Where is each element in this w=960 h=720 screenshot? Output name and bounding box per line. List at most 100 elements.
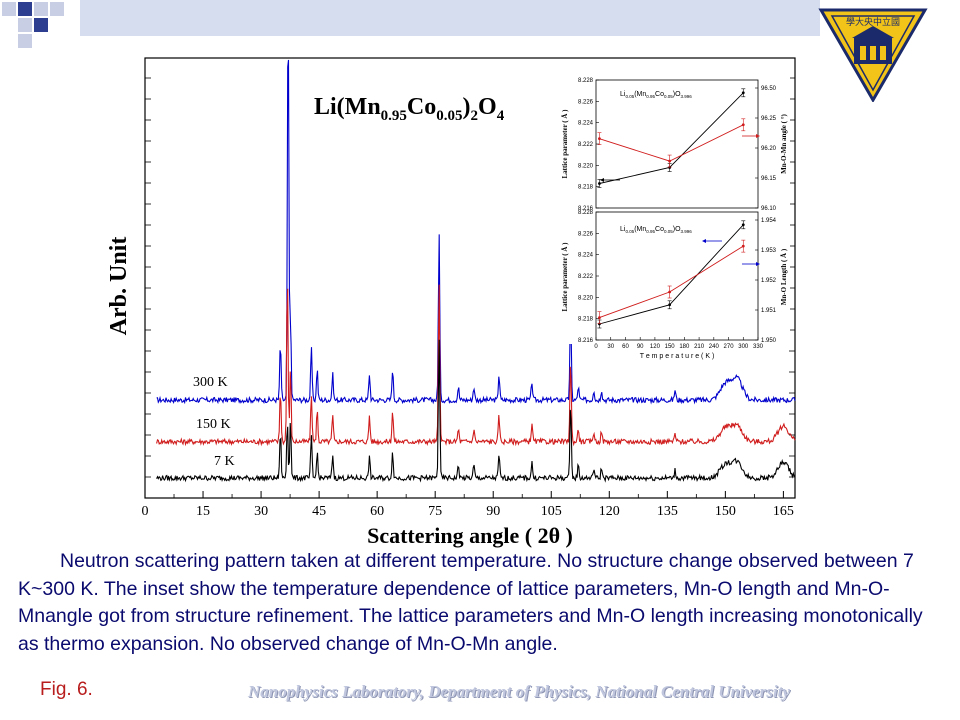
deco-square [50,2,64,16]
neutron-scattering-chart: 0 15 30 45 60 75 90 105 120 135 150 165 Li(Mn0.95Co… [106,57,796,548]
inset2-title-part: Li [620,226,626,233]
inset-data-point [741,223,745,227]
inset-data-point [598,182,601,185]
series-line-150k [156,284,796,447]
main-chart-title: Li(Mn0.95Co0.05)2O4 [314,94,505,124]
inset1-title-part: Co [655,91,664,98]
inset2-right-axis: 1.954 1.953 1.952 1.951 1.950 [755,218,777,344]
inset-x-tick-label: 120 [650,344,661,350]
series-label-300k: 300 K [193,375,228,390]
x-tick-label: 165 [773,504,794,519]
inset-y-tick-label: 8.216 [578,338,594,344]
logo-window [880,46,886,60]
inset-data-point [741,91,745,95]
logo-window [860,46,866,60]
inset-data-point [668,290,672,294]
inset2-title-sub: 3.996 [681,229,693,234]
inset-y-tick-label: 8.218 [578,317,594,323]
inset-x-tick-label: 60 [622,344,629,350]
inset2-title-sub: 0.05 [664,229,673,234]
x-tick-label: 60 [370,504,384,519]
inset-y-tick-label: 8.224 [578,253,594,259]
inset-right-tick-label: 1.953 [761,248,777,254]
inset1-title-sub: 0.95 [646,94,655,99]
inset2-series-group [597,220,746,329]
inset-data-point [598,322,601,326]
main-title-part: ) [463,94,471,120]
inset2-title-sub: 0.05 [625,229,634,234]
inset1-title-part: )O [673,91,681,98]
x-tick-label: 150 [715,504,736,519]
series-line-300k [156,59,796,405]
inset-y-tick-label: 8.222 [578,142,594,148]
main-series-group [156,59,796,483]
inset-right-tick-label: 96.25 [761,116,777,122]
inset2-y-axis-label: Lattice parameter ( Å ) [561,242,569,312]
inset-right-tick-label: 96.20 [761,146,777,152]
inset-x-tick-label: 90 [637,344,644,350]
inset-data-point [668,159,672,163]
main-title-sub: 2 [471,108,479,124]
inset-x-tick-label: 0 [594,344,598,350]
figure-number: Fig. 6. [40,679,93,700]
inset-data-point [598,316,601,319]
deco-square [18,2,32,16]
series-label-7k: 7 K [214,454,235,469]
x-tick-label: 30 [254,504,268,519]
main-title-sub: 0.95 [381,108,407,124]
main-y-axis-label: Arb. Unit [106,237,132,336]
inset2-title-sub: 0.95 [646,229,655,234]
inset-x-tick-label: 240 [709,344,720,350]
inset-right-tick-label: 96.15 [761,176,777,182]
inset-right-tick-label: 96.10 [761,206,777,212]
main-title-part: Li(Mn [314,94,381,120]
inset-right-tick-label: 1.951 [761,308,777,314]
inset-data-point [598,137,601,141]
inset-x-tick-label: 150 [665,344,676,350]
inset2-title-part: )O [673,226,681,233]
inset-x-tick-label: 330 [753,344,764,350]
inset-y-tick-label: 8.228 [578,210,594,216]
inset1-title-sub: 0.05 [625,94,634,99]
logo-window [870,46,876,60]
inset-y-tick-label: 8.226 [578,231,594,237]
inset-x-tick-label: 270 [724,344,735,350]
main-title-sub: 4 [497,108,505,124]
inset-x-tick-label: 210 [694,344,705,350]
inset-y-tick-label: 8.220 [578,163,594,169]
inset1-right-axis: 96.50 96.25 96.20 96.15 96.10 [755,86,777,212]
inset1-title: Li0.05(Mn0.95Co0.05)O3.996 [620,91,692,99]
figure-caption: Neutron scattering pattern taken at diff… [18,550,923,655]
inset-y-tick-label: 8.224 [578,121,594,127]
x-tick-label: 90 [486,504,500,519]
logo-inner-border [830,15,916,92]
inset2-arrow-head [702,239,706,243]
inset2-x-axis-label: T e m p e r a t u r e ( K ) [640,353,715,360]
inset-y-tick-label: 8.220 [578,295,594,301]
inset1-y-axis: 8.228 8.226 8.224 8.222 8.220 8.218 8.216 [578,78,599,212]
inset1-series-group [597,88,746,188]
inset-y-tick-label: 8.222 [578,274,594,280]
inset-right-tick-label: 96.50 [761,86,777,92]
x-tick-label: 120 [599,504,620,519]
main-title-part: O [478,94,497,120]
series-line-7k [156,339,796,483]
x-tick-label: 15 [196,504,210,519]
deco-square [34,18,48,32]
inset2-title-part: Co [655,226,664,233]
main-x-axis-label: Scattering angle ( 2θ ) [367,523,573,548]
inset-right-tick-label: 1.950 [761,338,777,344]
series-label-150k: 150 K [196,417,231,432]
inset1-title-sub: 3.996 [681,94,693,99]
inset2-title-part: (Mn [634,226,646,233]
main-title-part: Co [407,94,436,120]
inset1-title-part: Li [620,91,626,98]
logo-roof [852,26,894,38]
inset-y-tick-label: 8.216 [578,206,594,212]
inset2-arrow-head [756,262,760,266]
inset-y-tick-label: 8.218 [578,185,594,191]
inset1-y-axis-label: Lattice parameter ( Å ) [561,109,569,179]
inset2-right-axis-label: Mn-O Length ( Å ) [780,248,788,305]
inset1-arrow-head [756,134,760,138]
inset-x-tick-label: 180 [679,344,690,350]
